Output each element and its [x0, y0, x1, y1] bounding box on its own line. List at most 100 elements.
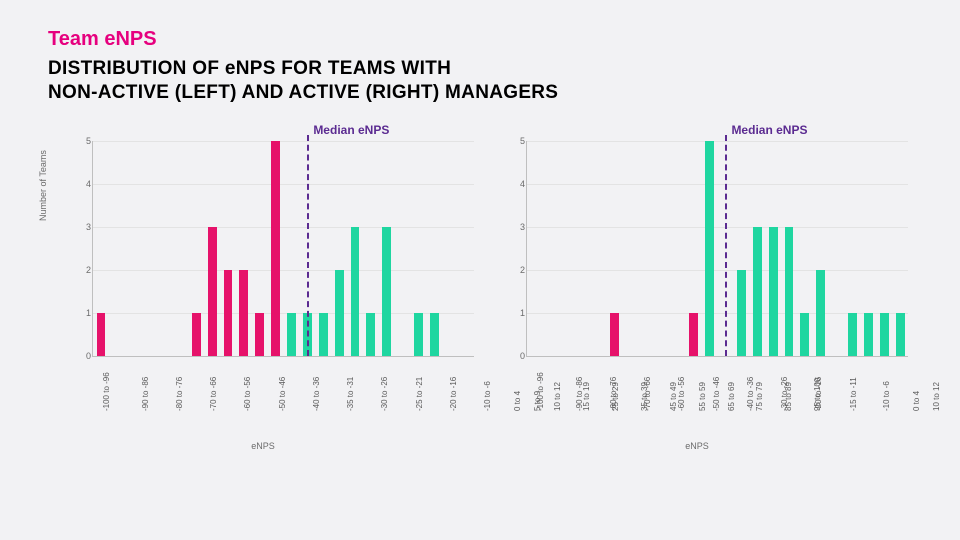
bar-positive — [335, 270, 344, 356]
bar-slot — [172, 141, 188, 356]
bar-slot — [527, 141, 543, 356]
median-label: Median eNPS — [313, 123, 389, 137]
bar-slot — [426, 141, 442, 356]
bar-positive — [848, 313, 857, 356]
bar-slot — [93, 141, 109, 356]
bars-container — [527, 141, 908, 356]
bar-positive — [737, 270, 746, 356]
bar-slot — [543, 141, 559, 356]
bar-slot — [268, 141, 284, 356]
bar-slot — [781, 141, 797, 356]
bar-negative — [239, 270, 248, 356]
bar-negative — [97, 313, 106, 356]
bar-positive — [800, 313, 809, 356]
bar-slot — [622, 141, 638, 356]
bar-slot — [765, 141, 781, 356]
bar-slot — [331, 141, 347, 356]
title-line-2: NON-ACTIVE (LEFT) AND ACTIVE (RIGHT) MAN… — [48, 82, 558, 103]
bar-slot — [575, 141, 591, 356]
median-line — [725, 135, 727, 356]
bars-container — [93, 141, 474, 356]
bar-slot — [141, 141, 157, 356]
y-tick: 0 — [79, 351, 91, 361]
plot-area-left: 012345Median eNPS — [92, 141, 474, 357]
bar-slot — [829, 141, 845, 356]
bar-positive — [366, 313, 375, 356]
eyebrow-title: Team eNPS — [48, 28, 912, 51]
bar-negative — [255, 313, 264, 356]
bar-slot — [702, 141, 718, 356]
bar-slot — [109, 141, 125, 356]
bar-positive — [896, 313, 905, 356]
bar-slot — [749, 141, 765, 356]
bar-slot — [252, 141, 268, 356]
bar-positive — [705, 141, 714, 356]
y-tick: 2 — [513, 265, 525, 275]
y-tick: 5 — [513, 136, 525, 146]
bar-slot — [204, 141, 220, 356]
bar-negative — [689, 313, 698, 356]
x-axis-label: eNPS — [48, 441, 478, 451]
bar-slot — [284, 141, 300, 356]
bar-slot — [892, 141, 908, 356]
y-tick: 5 — [79, 136, 91, 146]
chart-left: Number of Teams 012345Median eNPS -100 t… — [48, 141, 478, 421]
bar-positive — [880, 313, 889, 356]
bar-positive — [769, 227, 778, 356]
y-axis-label: Number of Teams — [38, 150, 48, 221]
chart-right: 012345Median eNPS -100 to -96-90 to -86-… — [482, 141, 912, 421]
bar-slot — [845, 141, 861, 356]
median-label: Median eNPS — [731, 123, 807, 137]
bar-slot — [395, 141, 411, 356]
bar-slot — [797, 141, 813, 356]
bar-negative — [224, 270, 233, 356]
bar-slot — [220, 141, 236, 356]
bar-positive — [287, 313, 296, 356]
x-ticks-right: -100 to -96-90 to -86-80 to -76-70 to -6… — [526, 359, 908, 421]
x-ticks-left: -100 to -96-90 to -86-80 to -76-70 to -6… — [92, 359, 474, 421]
bar-slot — [347, 141, 363, 356]
y-tick: 2 — [79, 265, 91, 275]
bar-slot — [363, 141, 379, 356]
page-title: DISTRIBUTION OF eNPS FOR TEAMS WITH NON-… — [48, 57, 912, 105]
y-tick: 3 — [79, 222, 91, 232]
y-tick: 3 — [513, 222, 525, 232]
bar-positive — [864, 313, 873, 356]
bar-slot — [125, 141, 141, 356]
bar-slot — [236, 141, 252, 356]
bar-slot — [860, 141, 876, 356]
bar-slot — [458, 141, 474, 356]
bar-slot — [157, 141, 173, 356]
title-line-1: DISTRIBUTION OF eNPS FOR TEAMS WITH — [48, 58, 451, 79]
bar-negative — [192, 313, 201, 356]
bar-positive — [319, 313, 328, 356]
bar-slot — [606, 141, 622, 356]
bar-slot — [670, 141, 686, 356]
bar-slot — [813, 141, 829, 356]
y-tick: 4 — [79, 179, 91, 189]
median-line — [307, 135, 309, 356]
bar-slot — [638, 141, 654, 356]
y-tick: 0 — [513, 351, 525, 361]
bar-positive — [382, 227, 391, 356]
y-tick: 1 — [513, 308, 525, 318]
plot-area-right: 012345Median eNPS — [526, 141, 908, 357]
x-axis-label: eNPS — [482, 441, 912, 451]
y-tick: 1 — [79, 308, 91, 318]
bar-slot — [733, 141, 749, 356]
bar-positive — [785, 227, 794, 356]
bar-negative — [271, 141, 280, 356]
bar-negative — [208, 227, 217, 356]
bar-slot — [686, 141, 702, 356]
bar-slot — [876, 141, 892, 356]
bar-positive — [816, 270, 825, 356]
bar-positive — [414, 313, 423, 356]
charts-row: Number of Teams 012345Median eNPS -100 t… — [48, 141, 912, 421]
bar-slot — [188, 141, 204, 356]
bar-positive — [430, 313, 439, 356]
bar-slot — [315, 141, 331, 356]
bar-positive — [753, 227, 762, 356]
bar-slot — [442, 141, 458, 356]
bar-slot — [559, 141, 575, 356]
bar-positive — [351, 227, 360, 356]
